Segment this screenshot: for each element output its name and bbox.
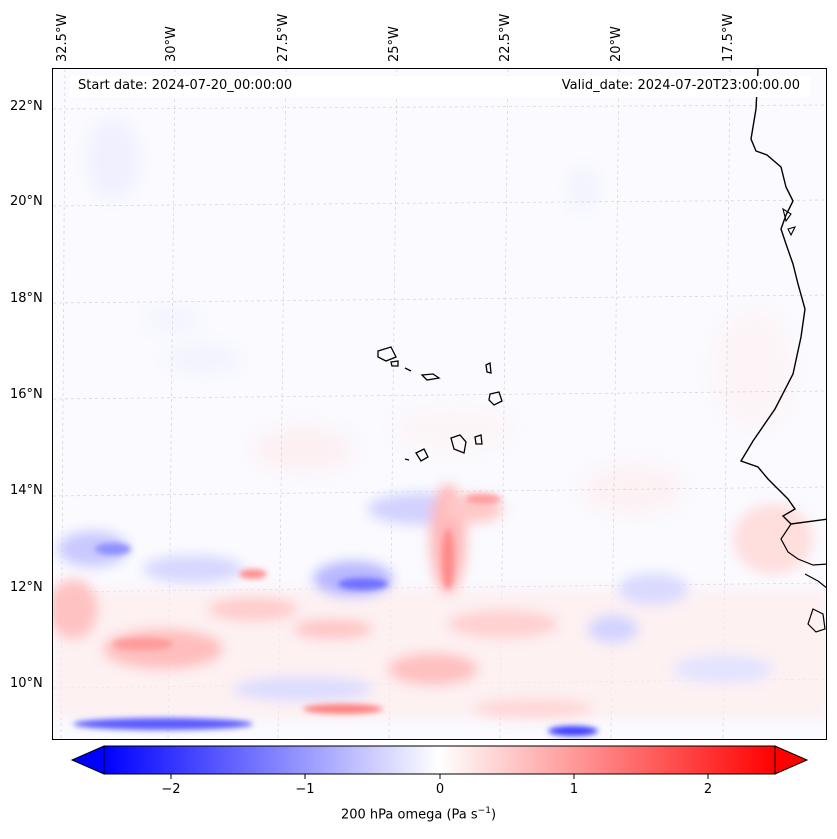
lat-label-22n: 22°N	[10, 99, 43, 114]
cape-verde-islands	[377, 346, 503, 462]
colorbar-extend-min	[70, 745, 105, 775]
strong-cells	[73, 494, 598, 736]
lat-label-18n: 18°N	[10, 291, 43, 306]
lat-label-20n: 20°N	[10, 194, 43, 209]
senegambia-coast	[780, 523, 826, 633]
valid-date-label: Valid_date: 2024-07-20T23:00:00.00	[561, 78, 800, 93]
date-info-bar: Start date: 2024-07-20_00:00:00 Valid_da…	[70, 76, 810, 97]
lon-label-27-5w: 27.5°W	[276, 13, 291, 62]
lon-label-20w: 20°W	[609, 26, 624, 62]
colorbar-tick-neg2: −2	[161, 782, 181, 797]
lat-label-10n: 10°N	[10, 676, 43, 691]
lon-label-25w: 25°W	[387, 26, 402, 62]
colorbar-tick-1: 1	[569, 782, 579, 797]
africa-coastline	[739, 69, 826, 525]
lon-label-22-5w: 22.5°W	[498, 13, 513, 62]
colorbar-label-close: )	[490, 807, 497, 823]
coastal-islands-north	[782, 207, 797, 237]
lon-label-30w: 30°W	[164, 26, 179, 62]
colorbar-axis-label: 200 hPa omega (Pa s−1)	[0, 806, 837, 822]
colorbar-label-text: 200 hPa omega (Pa s	[340, 807, 478, 823]
colorbar-extend-max	[774, 745, 809, 775]
lat-label-12n: 12°N	[10, 580, 43, 595]
colorbar-gradient	[103, 745, 776, 775]
convective-band	[53, 484, 826, 719]
colorbar-tick-0: 0	[435, 782, 445, 797]
weak-field-texture	[88, 119, 793, 514]
colorbar-tick-neg1: −1	[295, 782, 315, 797]
lon-label-17-5w: 17.5°W	[721, 13, 736, 62]
lat-label-14n: 14°N	[10, 483, 43, 498]
start-date-label: Start date: 2024-07-20_00:00:00	[78, 78, 293, 93]
colorbar-tick-marks	[170, 774, 709, 779]
lon-label-32-5w: 32.5°W	[55, 13, 70, 62]
colorbar-tick-2: 2	[703, 782, 713, 797]
lat-label-16n: 16°N	[10, 387, 43, 402]
omega-field-map	[53, 69, 826, 739]
omega-map-panel	[52, 68, 827, 740]
colorbar	[70, 745, 809, 779]
colorbar-label-exponent: −1	[477, 806, 491, 816]
